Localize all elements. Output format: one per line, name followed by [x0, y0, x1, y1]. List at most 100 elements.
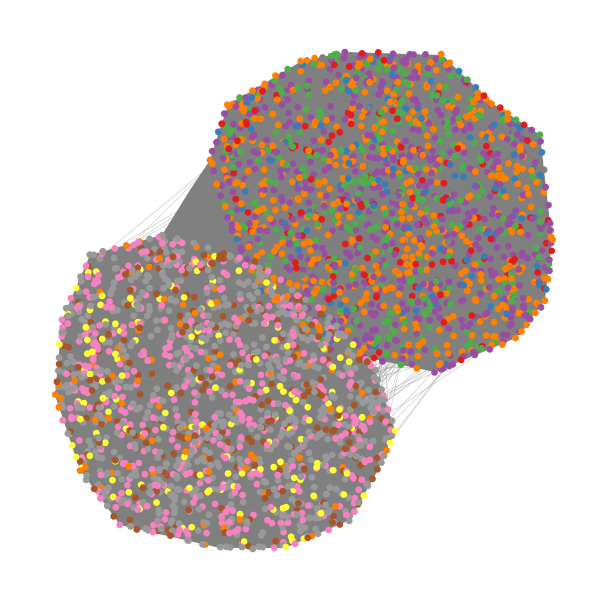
graph-node — [232, 103, 240, 110]
graph-node — [358, 413, 366, 421]
graph-node — [339, 175, 347, 182]
graph-node — [464, 194, 472, 201]
graph-node — [139, 289, 146, 296]
graph-node — [352, 220, 359, 228]
graph-node — [111, 456, 119, 464]
graph-node — [329, 519, 336, 526]
graph-node — [116, 360, 124, 368]
graph-edge — [323, 183, 407, 504]
graph-node — [77, 273, 84, 281]
graph-node — [395, 330, 403, 338]
graph-node — [397, 144, 405, 151]
graph-node — [277, 276, 285, 284]
graph-node — [148, 370, 156, 378]
graph-edge — [278, 181, 501, 387]
graph-node — [221, 202, 229, 210]
graph-node — [66, 405, 74, 412]
graph-node — [182, 448, 190, 455]
graph-node — [375, 335, 382, 342]
graph-node — [307, 158, 314, 166]
graph-node — [366, 443, 374, 451]
graph-edge — [101, 147, 353, 370]
graph-node — [411, 68, 419, 76]
graph-node — [333, 123, 340, 130]
graph-node — [229, 416, 237, 423]
graph-node — [544, 275, 552, 283]
graph-node — [292, 396, 300, 404]
graph-node — [183, 356, 190, 363]
graph-node — [185, 311, 192, 319]
graph-node — [264, 409, 271, 417]
graph-node — [322, 78, 330, 86]
graph-node — [421, 108, 429, 116]
graph-node — [248, 133, 256, 141]
graph-node — [436, 83, 443, 90]
graph-node — [301, 363, 308, 370]
graph-node — [154, 454, 162, 461]
graph-node — [136, 404, 144, 411]
graph-node — [74, 363, 82, 371]
graph-node — [318, 278, 326, 286]
graph-node — [236, 516, 244, 524]
graph-node — [364, 179, 371, 186]
graph-node — [130, 367, 138, 375]
graph-node — [120, 323, 127, 331]
graph-node — [458, 316, 466, 324]
graph-node — [159, 269, 166, 277]
graph-node — [346, 393, 354, 400]
graph-node — [120, 330, 128, 337]
graph-node — [427, 59, 434, 66]
graph-node — [367, 334, 375, 342]
graph-node — [530, 278, 538, 286]
graph-node — [344, 175, 352, 183]
graph-node — [112, 320, 119, 328]
graph-node — [383, 447, 391, 454]
graph-node — [142, 439, 150, 447]
graph-node — [302, 184, 309, 192]
graph-node — [153, 290, 161, 298]
graph-node — [279, 330, 287, 338]
graph-node — [286, 357, 294, 364]
graph-edge — [221, 123, 397, 272]
graph-node — [274, 356, 281, 363]
graph-node — [433, 350, 441, 357]
graph-node — [300, 190, 308, 198]
graph-node — [345, 159, 353, 167]
graph-node — [319, 54, 326, 61]
graph-edge — [72, 247, 316, 390]
graph-node — [388, 432, 396, 440]
graph-node — [54, 367, 62, 375]
graph-node — [81, 362, 89, 370]
graph-node — [537, 225, 545, 233]
graph-node — [449, 97, 456, 105]
graph-node — [283, 161, 290, 169]
graph-node — [299, 399, 307, 406]
graph-node — [110, 254, 118, 262]
graph-node — [471, 261, 479, 268]
graph-node — [167, 324, 175, 332]
graph-node — [260, 477, 268, 485]
graph-node — [314, 530, 322, 538]
graph-node — [326, 314, 333, 322]
graph-node — [291, 259, 299, 266]
graph-node — [386, 284, 394, 291]
graph-node — [352, 226, 360, 234]
graph-edge — [497, 176, 503, 344]
graph-node — [508, 297, 516, 305]
graph-node — [317, 509, 325, 517]
graph-node — [255, 264, 263, 272]
graph-node — [252, 469, 260, 477]
graph-node — [414, 119, 422, 127]
graph-node — [470, 207, 478, 215]
graph-node — [213, 180, 221, 188]
graph-node — [330, 279, 337, 287]
graph-node — [374, 376, 382, 384]
graph-node — [443, 290, 451, 297]
graph-node — [272, 226, 280, 234]
graph-node — [361, 335, 369, 343]
graph-node — [500, 253, 508, 261]
graph-node — [217, 410, 225, 418]
graph-edge — [139, 366, 449, 504]
graph-node — [288, 286, 296, 294]
graph-node — [305, 416, 313, 424]
